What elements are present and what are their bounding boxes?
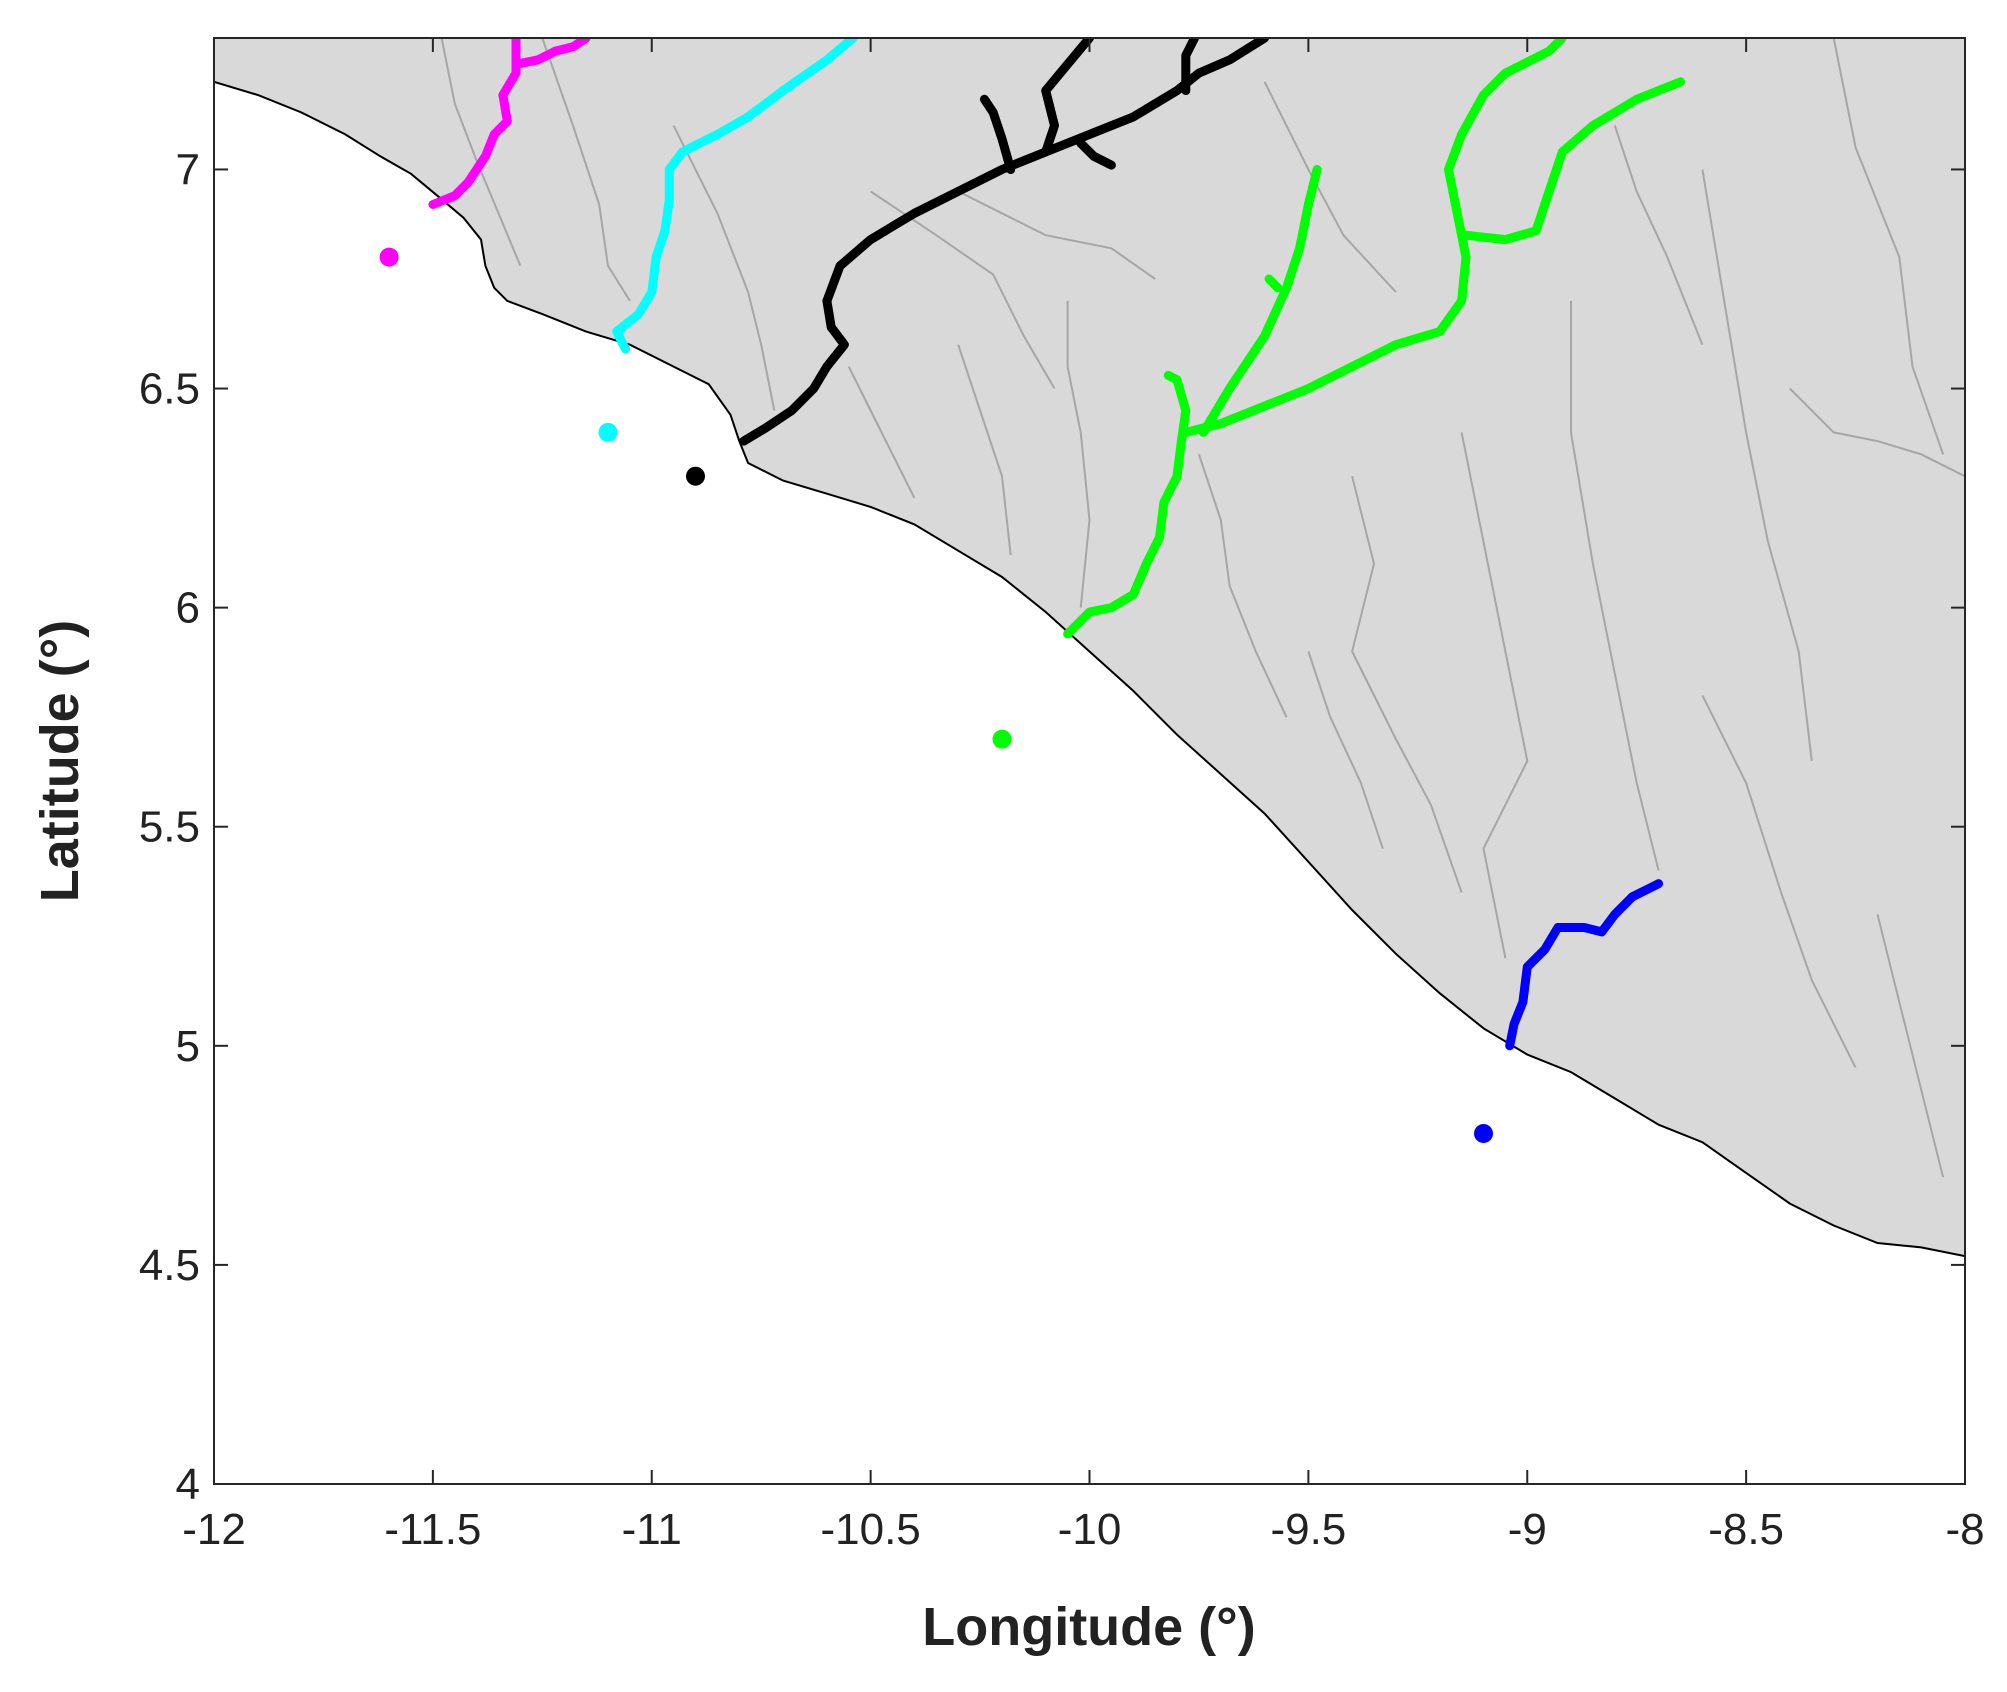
river-path-4-4 [1264, 274, 1283, 293]
y-tick-label: 6 [176, 584, 200, 633]
x-tick-label: -9 [1508, 1505, 1547, 1554]
minor-river-12 [1701, 169, 1813, 762]
minor-river-16 [1876, 914, 1945, 1178]
river-path-3-1 [739, 38, 1270, 446]
y-tick-label: 7 [176, 145, 200, 194]
minor-river-8 [1197, 453, 1288, 718]
x-axis-ticks: -12 -11.5 -11 -10.5 -10 -9.5 -9 -8.5 -8 [182, 38, 1985, 1554]
land-area [214, 38, 1965, 1257]
minor-river-13 [1832, 38, 1945, 455]
river-path-5-1 [1505, 879, 1664, 1051]
minor-river-10 [1460, 432, 1529, 959]
river-path-3-2 [1041, 38, 1094, 157]
x-tick-label: -11 [622, 1505, 682, 1554]
minor-river-7 [1066, 300, 1091, 608]
minor-river-14 [1789, 387, 1965, 478]
river-path-3-3 [979, 94, 1016, 174]
outlet-point-1 [379, 247, 399, 267]
y-axis-title: Latitude (°) [30, 620, 90, 903]
minor-river-2 [541, 38, 631, 302]
minor-river-1 [440, 38, 522, 267]
y-tick-label: 5 [176, 1022, 200, 1071]
minor-river-5 [847, 366, 916, 499]
minor-river-6 [957, 344, 1012, 556]
x-tick-label: -9.5 [1270, 1505, 1346, 1554]
minor-river-15 [1701, 694, 1857, 1069]
river-path-3-5 [1181, 38, 1200, 96]
minor-river-4 [870, 190, 1056, 390]
river-path-4-3 [1198, 165, 1322, 437]
x-tick-label: -10 [1058, 1505, 1122, 1554]
river-path-4-1 [1063, 370, 1191, 639]
x-tick-label: -8 [1945, 1505, 1984, 1554]
river-path-1-2 [511, 38, 591, 69]
minor-river-3 [672, 125, 776, 411]
y-tick-label: 6.5 [139, 365, 200, 414]
x-axis-title: Longitude (°) [922, 1597, 1256, 1657]
outlet-points-group [379, 247, 1493, 1143]
river-path-2-1 [612, 38, 858, 354]
x-tick-label: -12 [182, 1505, 246, 1554]
river-path-4-5 [1461, 77, 1685, 245]
outlet-point-3 [686, 466, 705, 486]
y-tick-label: 5.5 [139, 803, 200, 852]
x-tick-label: -10.5 [820, 1505, 920, 1554]
minor-river-17 [1307, 651, 1384, 849]
minor-river-20 [1613, 125, 1704, 346]
minor-river-18 [957, 190, 1156, 280]
river-series-group [428, 38, 1685, 1051]
outlet-point-5 [1474, 1124, 1493, 1143]
minor-river-9 [1351, 475, 1463, 893]
river-path-1-1 [428, 38, 521, 209]
minor-river-19 [1263, 81, 1397, 293]
outlet-point-4 [992, 729, 1012, 749]
y-axis-ticks: 4 4.5 5 5.5 6 6.5 7 [139, 145, 1965, 1509]
coastline [214, 80, 1965, 1258]
y-tick-label: 4 [176, 1460, 200, 1509]
river-path-4-2 [1181, 38, 1567, 437]
minor-river-network [440, 38, 1965, 1178]
y-tick-label: 4.5 [139, 1241, 200, 1290]
x-tick-label: -8.5 [1708, 1505, 1784, 1554]
river-path-3-4 [1076, 138, 1116, 170]
outlet-point-2 [598, 422, 618, 442]
x-tick-label: -11.5 [384, 1505, 481, 1554]
minor-river-11 [1570, 300, 1660, 871]
